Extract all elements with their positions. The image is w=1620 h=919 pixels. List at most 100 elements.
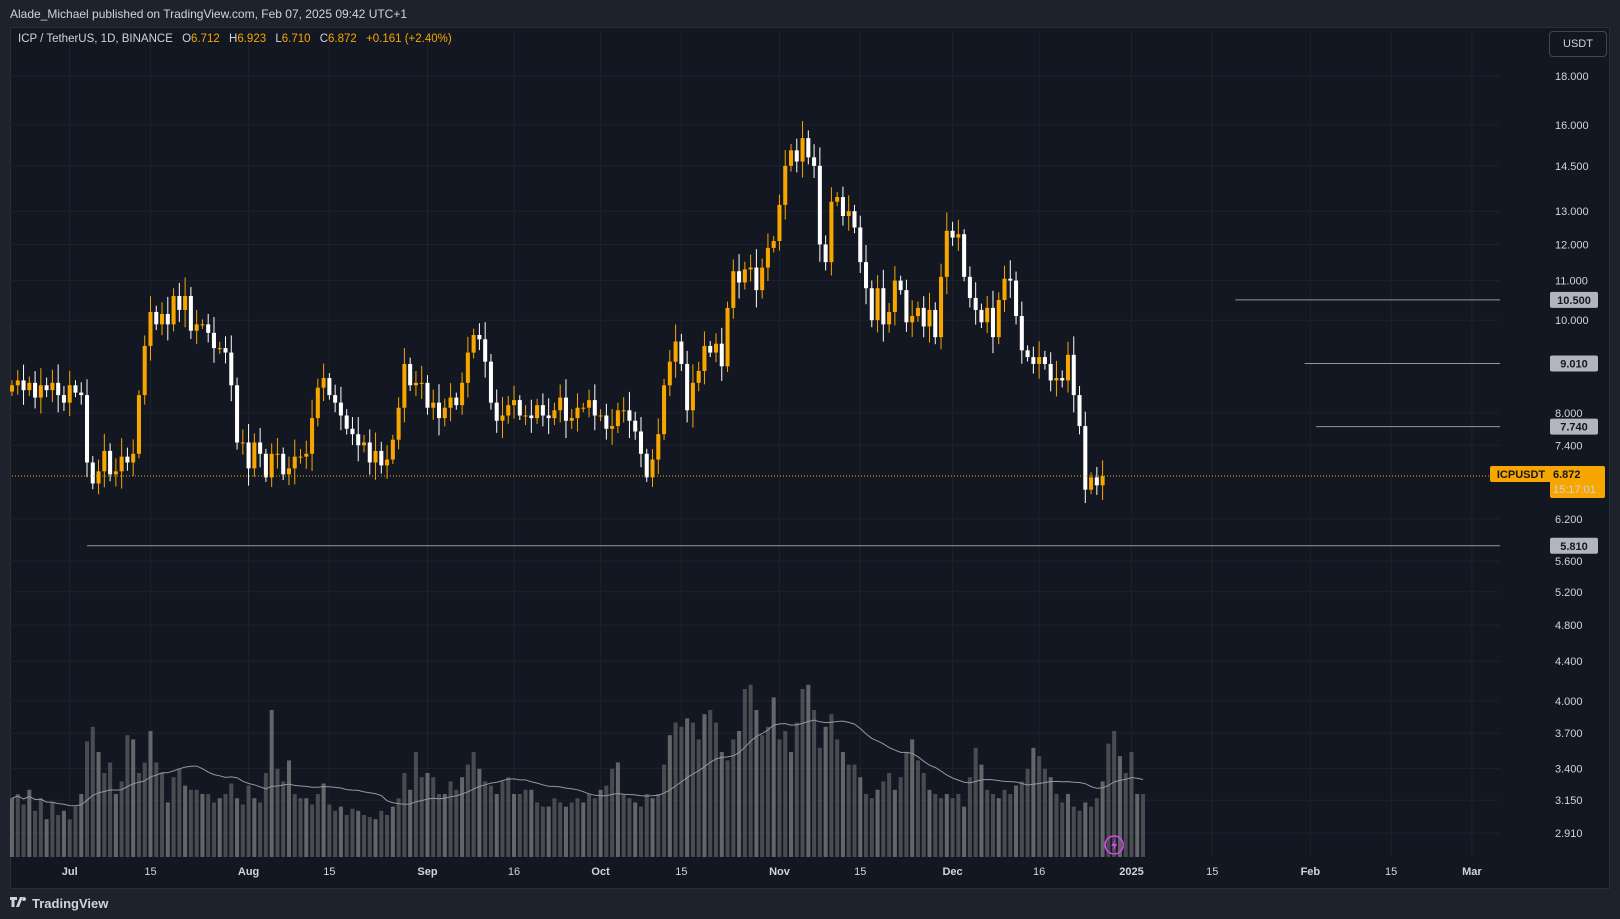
x-tick-label: 15 <box>1206 866 1218 878</box>
volume-bar <box>523 789 528 857</box>
volume-bar <box>460 777 465 857</box>
candle-body <box>638 431 643 454</box>
low-label: L <box>275 33 282 45</box>
volume-bar <box>142 762 147 857</box>
candle-body <box>921 307 926 327</box>
volume-bar <box>985 789 990 857</box>
candle-body <box>229 352 234 386</box>
volume-bar <box>223 794 228 857</box>
candle-body <box>529 415 534 419</box>
candle-body <box>708 345 713 353</box>
tradingview-brand[interactable]: TradingView <box>32 896 109 911</box>
volume-bar <box>148 731 153 857</box>
level-tag <box>1550 537 1598 554</box>
volume-bar <box>615 762 620 857</box>
candle-body <box>823 244 828 263</box>
candle-body <box>240 442 245 444</box>
symbol-tag-label: ICPUSDT <box>1497 469 1546 481</box>
volume-bar <box>956 794 961 857</box>
candle-body <box>38 385 43 398</box>
volume-bar <box>356 810 361 857</box>
candle-body <box>73 385 78 393</box>
candle-body <box>575 407 580 419</box>
volume-bar <box>535 802 540 857</box>
candle-body <box>298 456 303 458</box>
volume-bar <box>869 798 874 857</box>
volume-bar <box>315 794 320 857</box>
volume-bar <box>217 798 222 857</box>
volume-bar <box>552 798 557 857</box>
candle-body <box>783 165 788 205</box>
candle-body <box>956 234 961 238</box>
volume-bar <box>367 817 372 857</box>
volume-bar <box>125 735 130 857</box>
currency-button[interactable]: USDT <box>1549 31 1607 57</box>
candle-body <box>517 400 522 416</box>
volume-bar <box>950 798 955 857</box>
volume-bar <box>1042 768 1047 857</box>
volume-bar <box>910 739 915 857</box>
volume-bar <box>644 794 649 857</box>
volume-bar <box>517 794 522 857</box>
volume-bar <box>171 777 176 857</box>
candle-body <box>217 348 222 350</box>
volume-bar <box>102 773 107 857</box>
candle-body <box>667 361 672 386</box>
candle-body <box>1083 426 1088 490</box>
volume-bar <box>1071 806 1076 857</box>
volume-bar <box>1117 756 1122 857</box>
volume-bar <box>200 794 205 857</box>
candle-body <box>333 395 338 403</box>
volume-bar <box>425 773 430 857</box>
tradingview-logo-icon[interactable] <box>10 897 28 911</box>
candle-body <box>535 405 540 419</box>
volume-bar <box>333 810 338 857</box>
candle-body <box>344 415 349 429</box>
candle-body <box>402 363 407 408</box>
x-tick-label: Oct <box>591 866 610 878</box>
candle-body <box>113 471 118 475</box>
volume-bar <box>1077 810 1082 857</box>
candle-body <box>944 230 949 277</box>
y-tick-label: 4.800 <box>1555 620 1583 632</box>
volume-bar <box>725 760 730 857</box>
candle-body <box>194 324 199 331</box>
candle-body <box>1014 280 1019 317</box>
candle-body <box>806 138 811 158</box>
candle-body <box>1002 278 1007 300</box>
volume-bar <box>361 815 367 857</box>
x-tick-label: 15 <box>1385 866 1397 878</box>
symbol-name[interactable]: ICP / TetherUS, 1D, BINANCE <box>18 33 173 45</box>
candle-body <box>771 240 776 248</box>
candle-body <box>494 402 499 421</box>
candle-body <box>292 456 297 469</box>
volume-bar <box>338 806 343 857</box>
candle-body <box>915 307 920 317</box>
candle-body <box>817 165 822 245</box>
volume-bar <box>667 735 672 857</box>
candle-body <box>327 378 332 396</box>
volume-bar <box>136 773 141 857</box>
volume-bar <box>419 777 424 857</box>
candle-body <box>840 197 845 217</box>
y-tick-label: 18.000 <box>1555 71 1589 83</box>
lightning-icon[interactable] <box>1104 835 1124 855</box>
x-tick-label: 15 <box>323 866 335 878</box>
volume-bar <box>604 785 609 857</box>
volume-bar <box>1054 794 1059 857</box>
candle-body <box>713 343 719 353</box>
volume-bar <box>587 794 592 857</box>
volume-bar <box>777 739 782 857</box>
volume-bar <box>546 806 551 857</box>
volume-bar <box>79 794 84 857</box>
open-value: 6.712 <box>191 33 220 45</box>
candle-body <box>967 276 972 298</box>
candle-body <box>33 382 38 398</box>
candle-body <box>742 269 747 283</box>
volume-bar <box>373 819 378 857</box>
candle-body <box>696 370 701 383</box>
volume-bar <box>454 789 459 857</box>
volume-bar <box>160 773 165 857</box>
candle-body <box>892 280 897 312</box>
